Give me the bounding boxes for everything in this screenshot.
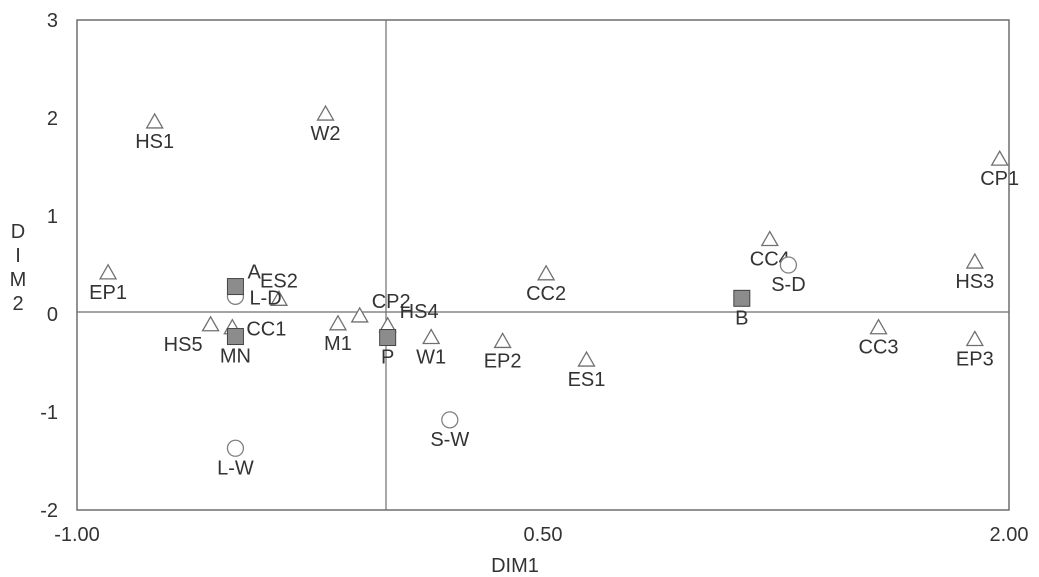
point-label: HS3 [955, 271, 994, 293]
point-label: CC3 [859, 337, 899, 359]
triangle-marker [98, 263, 118, 280]
point-label: HS4 [400, 301, 439, 323]
y-tick-label: 0 [47, 304, 58, 326]
triangle-marker [350, 306, 369, 323]
point-label: M1 [324, 333, 352, 355]
circle-marker [779, 256, 798, 274]
triangle-marker [422, 328, 441, 345]
point-label: S-W [430, 429, 469, 451]
triangle-marker [760, 230, 779, 247]
point-label: W2 [311, 123, 341, 145]
point-label: HS5 [164, 334, 203, 356]
triangle-marker [536, 264, 556, 281]
x-axis-title: DIM1 [491, 555, 539, 577]
triangle-marker [145, 112, 164, 129]
triangle-marker [869, 318, 888, 335]
point-label: MN [220, 346, 251, 368]
point-label: CP2 [372, 291, 411, 313]
y-axis-ticks: 3 2 1 0 -1 -2 [40, 10, 58, 522]
x-tick-label: 0.50 [524, 524, 563, 546]
point-label: L-W [217, 457, 254, 479]
circle-marker [441, 411, 459, 429]
point-label: W1 [416, 347, 446, 369]
triangle-marker [269, 289, 289, 306]
triangle-marker [316, 104, 335, 121]
x-tick-label: 2.00 [990, 524, 1029, 546]
plot-frame [76, 19, 1010, 511]
triangle-marker [990, 149, 1009, 166]
point-label: EP1 [89, 282, 127, 304]
point-label: EP2 [484, 350, 522, 372]
y-tick-label: -2 [40, 500, 58, 522]
x-tick-label: -1.00 [54, 524, 100, 546]
y-tick-label: 2 [47, 108, 58, 130]
point-label: CC2 [526, 283, 566, 305]
point-label: A [247, 262, 261, 284]
point-label: CC1 [246, 319, 286, 341]
x-axis-ticks: -1.00 0.50 2.00 [54, 524, 1028, 546]
triangle-marker [965, 330, 984, 347]
point-label: ES2 [260, 270, 298, 292]
point-label: B [735, 307, 748, 329]
triangle-marker [328, 314, 348, 331]
triangle-marker [965, 252, 984, 269]
square-marker [733, 289, 751, 307]
point-label: HS1 [135, 131, 174, 153]
triangle-marker [201, 315, 220, 332]
point-label: P [381, 347, 394, 369]
square-marker [226, 278, 244, 296]
y-tick-label: -1 [40, 402, 58, 424]
square-marker [379, 329, 397, 347]
triangle-marker [493, 332, 512, 349]
circle-marker [226, 439, 245, 457]
square-marker [226, 328, 244, 346]
triangle-marker [577, 350, 596, 367]
y-tick-label: 3 [47, 10, 58, 32]
point-label: ES1 [568, 369, 606, 391]
point-label: S-D [771, 274, 805, 296]
y-tick-label: 1 [47, 206, 58, 228]
point-label: EP3 [956, 348, 994, 370]
point-label: CP1 [980, 168, 1019, 190]
point-label: L-D [249, 287, 281, 309]
